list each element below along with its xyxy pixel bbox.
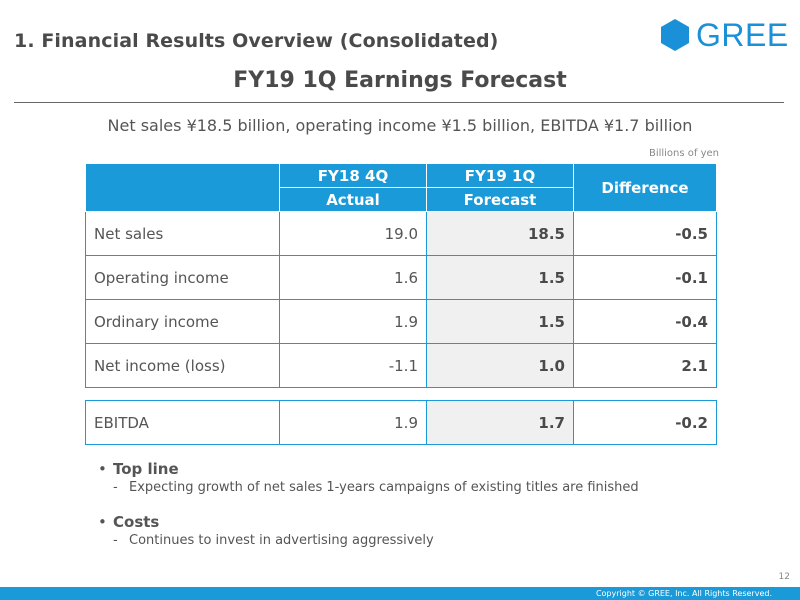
actual-value: 19.0 <box>279 211 427 256</box>
title-divider <box>14 102 784 103</box>
row-label: EBITDA <box>85 400 280 445</box>
difference-value: -0.2 <box>573 400 717 445</box>
dash-icon: - <box>113 480 118 495</box>
bullet-icon: • <box>98 460 107 478</box>
difference-value: -0.5 <box>573 211 717 256</box>
difference-value: -0.1 <box>573 255 717 300</box>
hexagon-logo-icon <box>661 19 689 51</box>
bullet-icon: • <box>98 513 107 531</box>
ebitda-table: EBITDA 1.9 1.7 -0.2 <box>85 400 717 445</box>
forecast-value: 1.5 <box>426 255 574 300</box>
table-row: Operating income 1.6 1.5 -0.1 <box>85 255 717 300</box>
bullet-detail: - Continues to invest in advertising agg… <box>98 533 748 548</box>
table-row: Net sales 19.0 18.5 -0.5 <box>85 211 717 256</box>
bullet-block: • Costs - Continues to invest in adverti… <box>98 513 748 548</box>
section-title: 1. Financial Results Overview (Consolida… <box>14 30 499 52</box>
row-label: Operating income <box>85 255 280 300</box>
gree-logo: GREE <box>660 18 789 52</box>
forecast-value: 18.5 <box>426 211 574 256</box>
copyright-text: Copyright © GREE, Inc. All Rights Reserv… <box>595 589 772 598</box>
actual-value: 1.6 <box>279 255 427 300</box>
earnings-table: FY18 4Q FY19 1Q Difference Actual Foreca… <box>85 163 717 388</box>
forecast-value: 1.0 <box>426 343 574 388</box>
page-number: 12 <box>778 572 790 582</box>
actual-value: 1.9 <box>279 299 427 344</box>
bullet-detail-text: Expecting growth of net sales 1-years ca… <box>129 480 639 495</box>
dash-icon: - <box>113 533 118 548</box>
row-label: Net sales <box>85 211 280 256</box>
bullet-heading: • Costs <box>98 513 748 531</box>
bullet-block: • Top line - Expecting growth of net sal… <box>98 460 748 495</box>
unit-note: Billions of yen <box>648 148 719 159</box>
bullet-detail-text: Continues to invest in advertising aggre… <box>129 533 434 548</box>
actual-value: 1.9 <box>279 400 427 445</box>
forecast-value: 1.5 <box>426 299 574 344</box>
bullet-detail: - Expecting growth of net sales 1-years … <box>98 480 748 495</box>
row-label: Ordinary income <box>85 299 280 344</box>
bullet-heading-text: Costs <box>113 513 160 531</box>
forecast-value: 1.7 <box>426 400 574 445</box>
table-row: Ordinary income 1.9 1.5 -0.4 <box>85 299 717 344</box>
table-header-corner <box>85 163 280 212</box>
footer-bar: Copyright © GREE, Inc. All Rights Reserv… <box>0 587 800 600</box>
col-fy19-1q-header: FY19 1Q <box>426 163 574 188</box>
col-forecast-subheader: Forecast <box>426 187 574 212</box>
col-fy18-4q-header: FY18 4Q <box>279 163 427 188</box>
summary-line: Net sales ¥18.5 billion, operating incom… <box>107 116 693 135</box>
difference-value: 2.1 <box>573 343 717 388</box>
page-title: FY19 1Q Earnings Forecast <box>233 68 567 93</box>
table-row: Net income (loss) -1.1 1.0 2.1 <box>85 343 717 388</box>
difference-value: -0.4 <box>573 299 717 344</box>
col-difference-header: Difference <box>573 163 717 212</box>
table-row: EBITDA 1.9 1.7 -0.2 <box>85 400 717 445</box>
actual-value: -1.1 <box>279 343 427 388</box>
bullet-heading-text: Top line <box>113 460 179 478</box>
logo-text: GREE <box>696 17 789 53</box>
bullet-heading: • Top line <box>98 460 748 478</box>
commentary-bullets: • Top line - Expecting growth of net sal… <box>98 460 748 548</box>
row-label: Net income (loss) <box>85 343 280 388</box>
col-actual-subheader: Actual <box>279 187 427 212</box>
